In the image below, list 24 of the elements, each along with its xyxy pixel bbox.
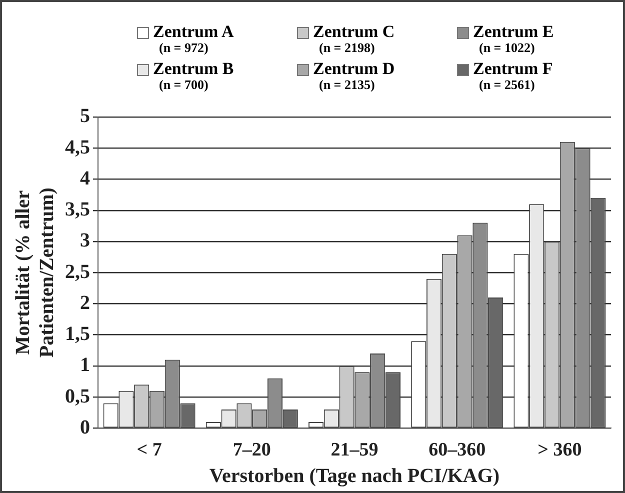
legend-label: Zentrum F (n = 2561) (473, 59, 553, 92)
y-tick-label: 3,5 (65, 198, 90, 221)
y-tick-label: 0,5 (65, 385, 90, 408)
y-tick-label: 4,5 (65, 136, 90, 158)
y-tick-label: 4 (80, 167, 90, 190)
legend-label: Zentrum D (n = 2135) (313, 59, 395, 92)
legend-label: Zentrum A (n = 972) (153, 22, 234, 55)
y-tick-label: 5 (80, 105, 90, 128)
y-tick-label: 1 (80, 354, 90, 376)
legend-label: Zentrum E (n = 1022) (473, 22, 554, 55)
x-tick-label: < 7 (136, 440, 162, 461)
y-tick-label: 2,5 (65, 260, 90, 283)
legend-label: Zentrum C (n = 2198) (313, 22, 395, 55)
y-tick-label: 1,5 (65, 323, 90, 346)
y-tick-label: 0 (80, 416, 90, 438)
y-tick-label: 3 (80, 230, 90, 252)
y-tick-label: 2 (80, 292, 90, 314)
x-tick-label: 7–20 (232, 440, 271, 461)
x-tick-label: 60–360 (428, 440, 486, 461)
y-axis-title: Mortalität (% aller Patienten/Zentrum) (12, 188, 58, 358)
x-axis-title: Verstorben (Tage nach PCI/KAG) (209, 465, 500, 488)
x-tick-label: 21–59 (330, 440, 378, 461)
x-tick-label: > 360 (538, 440, 582, 461)
legend-label: Zentrum B (n = 700) (153, 59, 234, 92)
